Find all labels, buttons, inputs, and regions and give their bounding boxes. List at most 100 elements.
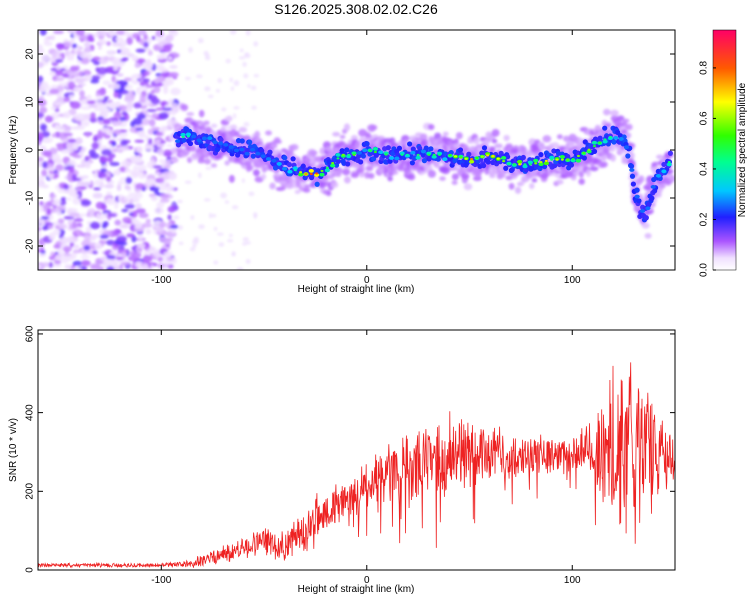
- signal-blob: [643, 215, 649, 221]
- noise-blob: [53, 30, 65, 35]
- noise-blob: [97, 172, 107, 179]
- snr-plot-area: [38, 330, 675, 570]
- signal-blob: [542, 163, 548, 170]
- spectrogram-x-tick-label: -100: [151, 275, 171, 286]
- signal-peak-outer: [228, 145, 234, 149]
- noise-blob: [137, 164, 147, 172]
- noise-blob: [106, 191, 112, 197]
- signal-peak-outer: [180, 132, 186, 137]
- noise-blob: [196, 74, 203, 79]
- colorbar-tick-label: 0.0: [699, 263, 710, 277]
- noise-blob: [83, 42, 91, 47]
- signal-halo-blob: [609, 109, 619, 117]
- signal-halo-blob: [343, 123, 351, 132]
- noise-blob: [231, 251, 236, 257]
- noise-blob: [95, 97, 104, 101]
- noise-blob: [116, 184, 122, 192]
- noise-blob: [38, 253, 46, 258]
- signal-peak: [475, 156, 479, 159]
- noise-blob: [46, 208, 51, 216]
- signal-peak-outer: [410, 150, 416, 155]
- signal-peak: [571, 158, 575, 161]
- signal-peak: [405, 153, 409, 156]
- noise-blob: [239, 48, 244, 53]
- signal-halo-blob: [309, 150, 318, 156]
- noise-blob: [94, 242, 103, 250]
- signal-halo-blob: [659, 183, 666, 189]
- signal-halo-blob: [368, 172, 375, 179]
- noise-blob: [40, 218, 45, 227]
- noise-blob: [177, 225, 183, 230]
- signal-peak: [480, 155, 484, 158]
- noise-blob: [66, 141, 74, 150]
- noise-blob: [162, 126, 167, 130]
- noise-blob: [89, 221, 101, 230]
- noise-blob: [162, 149, 174, 157]
- signal-halo-blob: [585, 169, 592, 177]
- noise-blob: [82, 161, 91, 167]
- noise-blob: [106, 254, 116, 260]
- signal-peak-outer: [388, 156, 395, 160]
- noise-blob: [86, 100, 96, 105]
- noise-blob: [109, 161, 120, 167]
- noise-blob: [159, 177, 164, 183]
- noise-blob: [38, 264, 42, 270]
- spectrogram-y-tick-label: -20: [25, 238, 36, 253]
- noise-blob: [135, 127, 144, 131]
- signal-peak: [368, 149, 372, 152]
- signal-peak-outer: [650, 185, 656, 189]
- signal-blob: [625, 153, 631, 159]
- noise-blob: [90, 153, 100, 159]
- noise-blob: [120, 51, 127, 56]
- noise-blob: [184, 180, 192, 184]
- signal-peak-outer: [196, 138, 202, 143]
- noise-blob: [190, 215, 195, 220]
- noise-blob: [221, 107, 227, 112]
- noise-blob: [67, 81, 76, 90]
- noise-blob: [60, 196, 67, 201]
- signal-blob: [457, 147, 464, 153]
- signal-peak-outer: [591, 140, 598, 145]
- signal-halo-blob: [578, 170, 584, 178]
- signal-halo-blob: [463, 183, 473, 191]
- noise-blob: [228, 233, 233, 238]
- noise-blob: [233, 80, 240, 86]
- noise-blob: [56, 85, 65, 92]
- noise-blob: [42, 226, 48, 231]
- noise-blob: [100, 127, 111, 133]
- noise-blob: [204, 86, 211, 92]
- signal-halo-blob: [578, 178, 585, 185]
- signal-peak-outer: [330, 163, 336, 168]
- signal-blob: [385, 145, 391, 151]
- noise-blob: [131, 171, 139, 179]
- noise-blob: [72, 245, 78, 250]
- noise-blob: [54, 254, 66, 261]
- colorbar-label: Normalized spectral amplitude: [737, 82, 748, 217]
- noise-blob: [124, 185, 131, 190]
- noise-blob: [159, 198, 170, 203]
- noise-blob: [138, 30, 147, 36]
- noise-blob: [162, 81, 169, 89]
- noise-blob: [119, 224, 130, 229]
- snr-y-tick-label: 200: [25, 483, 36, 500]
- noise-blob: [124, 196, 129, 201]
- noise-blob: [154, 172, 161, 176]
- signal-halo-blob: [427, 170, 436, 178]
- signal-halo-blob: [294, 189, 301, 194]
- noise-blob: [38, 112, 44, 119]
- signal-peak-outer: [501, 156, 507, 160]
- noise-blob: [43, 37, 50, 44]
- noise-blob: [127, 209, 133, 214]
- noise-blob: [90, 112, 96, 119]
- noise-blob: [84, 155, 89, 162]
- signal-blob: [466, 151, 472, 157]
- noise-blob: [52, 201, 59, 206]
- noise-blob: [116, 73, 124, 77]
- noise-blob: [63, 97, 71, 103]
- signal-peak: [603, 138, 607, 141]
- signal-halo-blob: [350, 172, 359, 179]
- noise-blob: [243, 73, 249, 79]
- signal-peak-outer: [175, 139, 181, 144]
- signal-halo-blob: [556, 134, 563, 140]
- noise-blob: [106, 239, 115, 246]
